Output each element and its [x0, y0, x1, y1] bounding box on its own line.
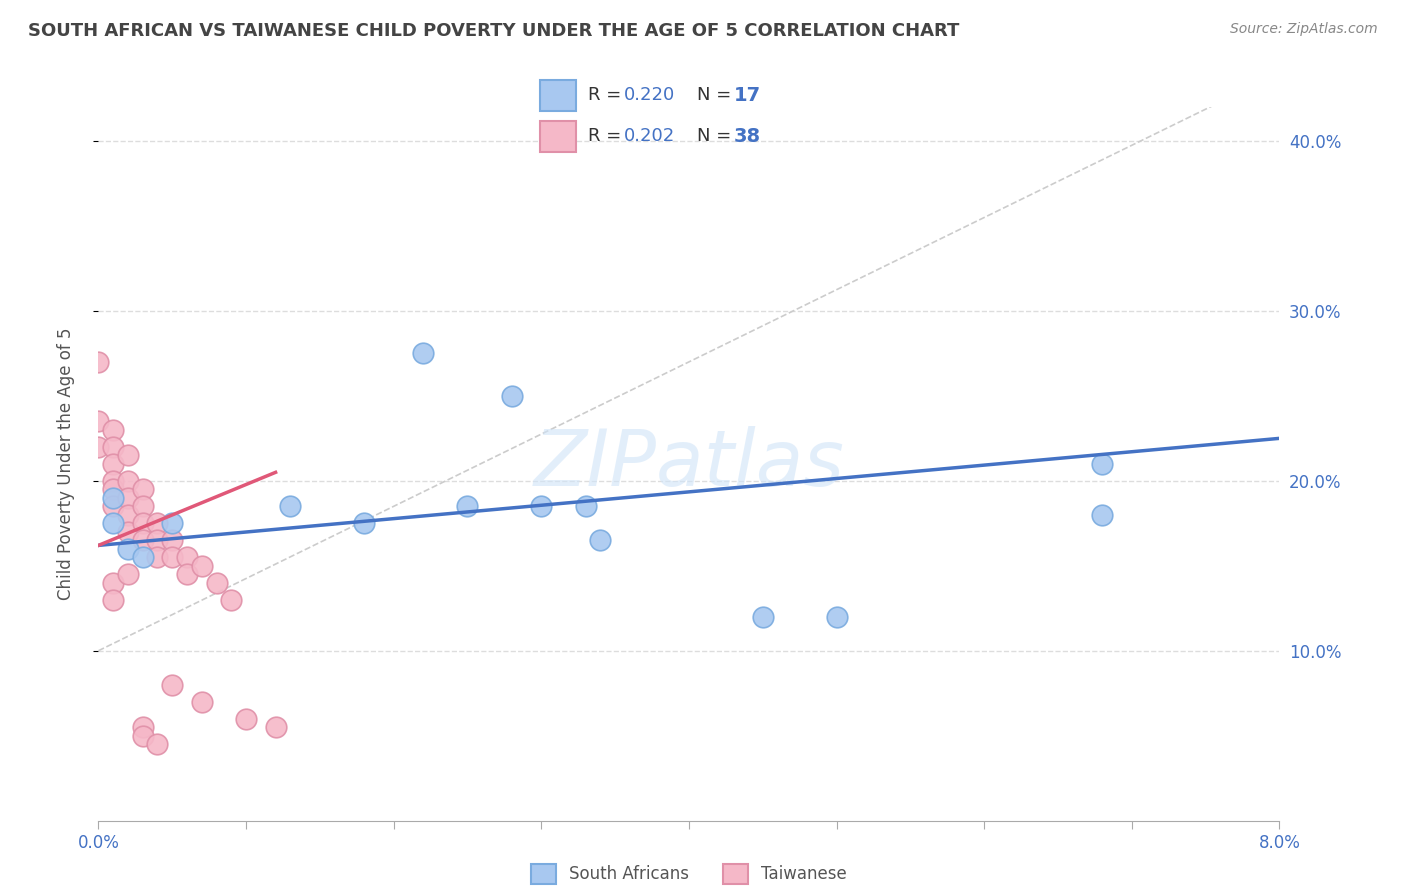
Point	[103, 483, 125, 497]
Point	[191, 558, 214, 573]
Point	[117, 491, 139, 505]
Point	[103, 423, 125, 437]
Bar	[540, 121, 576, 152]
Point	[162, 550, 183, 565]
Point	[132, 550, 155, 565]
Point	[574, 500, 596, 514]
Text: R =: R =	[588, 128, 627, 145]
Point	[191, 695, 214, 709]
Point	[103, 592, 125, 607]
Point	[103, 575, 125, 590]
Text: R =: R =	[588, 87, 627, 104]
Point	[132, 483, 155, 497]
Text: 0.202: 0.202	[624, 128, 675, 145]
Point	[117, 567, 139, 582]
Point	[87, 414, 110, 428]
Point	[146, 550, 169, 565]
Point	[132, 720, 155, 734]
Point	[278, 500, 302, 514]
Point	[162, 533, 183, 548]
Text: N =: N =	[697, 128, 737, 145]
Point	[132, 500, 155, 514]
Point	[146, 533, 169, 548]
Point	[103, 474, 125, 488]
Point	[219, 592, 242, 607]
Point	[132, 533, 155, 548]
Text: SOUTH AFRICAN VS TAIWANESE CHILD POVERTY UNDER THE AGE OF 5 CORRELATION CHART: SOUTH AFRICAN VS TAIWANESE CHILD POVERTY…	[28, 22, 959, 40]
Point	[103, 457, 125, 471]
Point	[235, 712, 257, 726]
Point	[117, 524, 139, 539]
Point	[205, 575, 228, 590]
Point	[162, 678, 183, 692]
Point	[501, 389, 523, 403]
Point	[117, 541, 139, 556]
Point	[176, 550, 198, 565]
Point	[117, 508, 139, 522]
Text: 17: 17	[734, 86, 761, 105]
Point	[117, 448, 139, 462]
Y-axis label: Child Poverty Under the Age of 5: Child Poverty Under the Age of 5	[56, 327, 75, 600]
Point	[146, 737, 169, 751]
Point	[456, 500, 478, 514]
Text: 38: 38	[734, 127, 761, 146]
Point	[132, 729, 155, 743]
Point	[353, 516, 375, 531]
Point	[825, 609, 848, 624]
Point	[103, 500, 125, 514]
Legend: South Africans, Taiwanese: South Africans, Taiwanese	[524, 857, 853, 891]
Text: N =: N =	[697, 87, 737, 104]
Text: 0.220: 0.220	[624, 87, 675, 104]
Point	[146, 516, 169, 531]
Point	[412, 346, 434, 360]
Text: ZIPatlas: ZIPatlas	[533, 425, 845, 502]
Point	[264, 720, 287, 734]
Point	[132, 516, 155, 531]
Point	[751, 609, 773, 624]
Point	[103, 516, 125, 531]
Point	[103, 440, 125, 454]
Point	[176, 567, 198, 582]
Point	[1091, 457, 1114, 471]
Point	[87, 355, 110, 369]
Point	[87, 440, 110, 454]
Bar	[540, 80, 576, 111]
Point	[117, 474, 139, 488]
Point	[1091, 508, 1114, 522]
Point	[103, 491, 125, 505]
Point	[162, 516, 183, 531]
Point	[589, 533, 612, 548]
Text: Source: ZipAtlas.com: Source: ZipAtlas.com	[1230, 22, 1378, 37]
Point	[530, 500, 553, 514]
